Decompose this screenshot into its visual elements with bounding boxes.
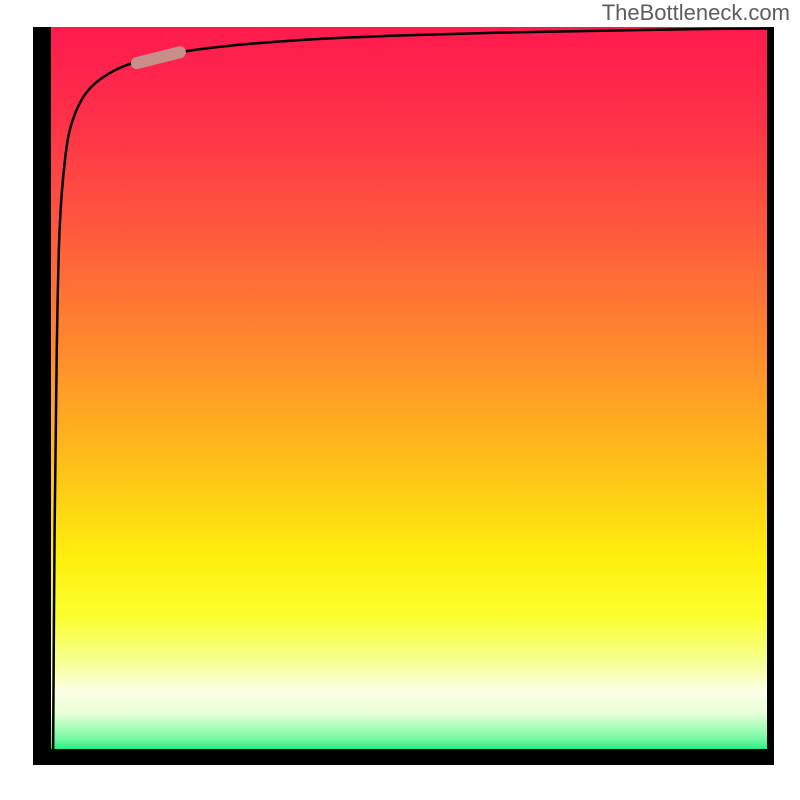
chart-container: TheBottleneck.com — [0, 0, 800, 800]
frame-left — [33, 27, 51, 765]
frame-bottom — [33, 749, 774, 765]
bottleneck-chart — [0, 0, 800, 800]
frame-right — [767, 27, 774, 765]
plot-background — [33, 27, 774, 765]
attribution-text: TheBottleneck.com — [602, 0, 790, 26]
